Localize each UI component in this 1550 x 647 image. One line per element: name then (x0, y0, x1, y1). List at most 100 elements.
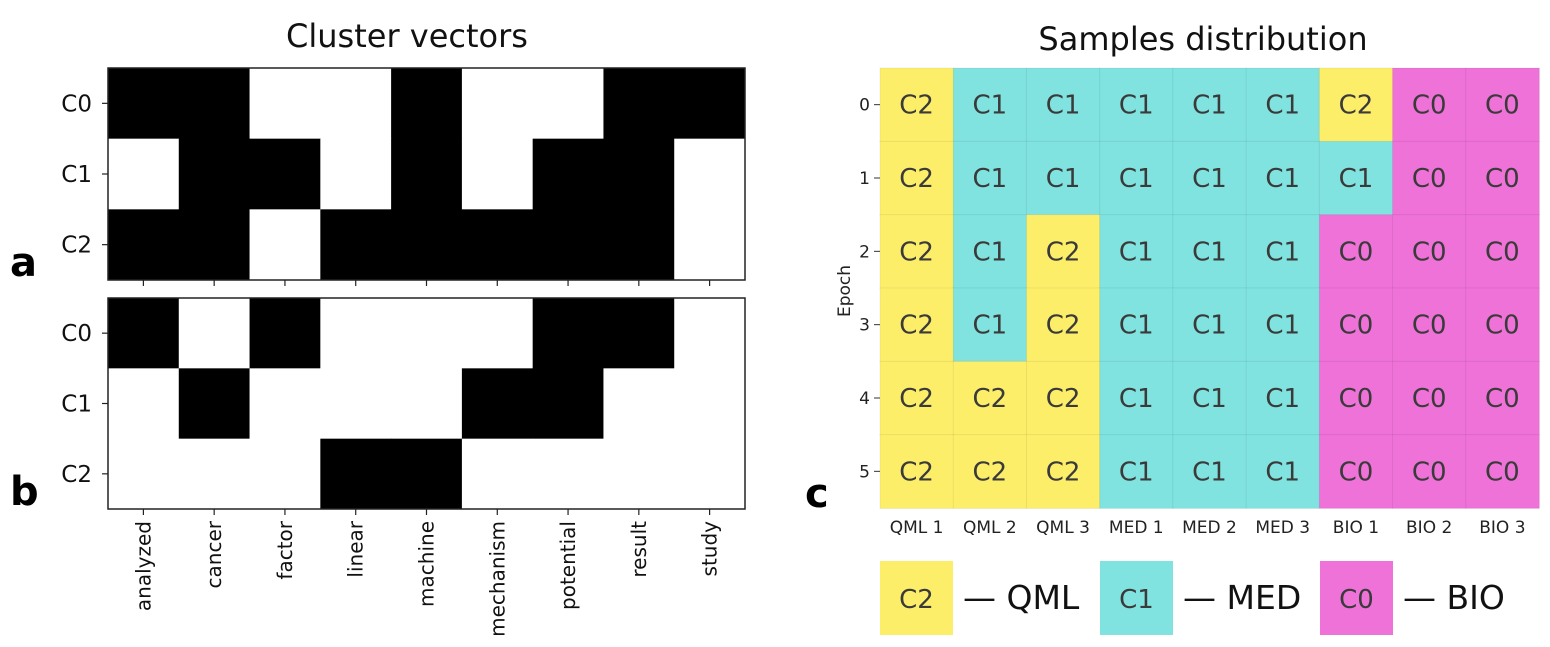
distribution-cell (1245, 360, 1321, 436)
heatmap-a-cell (108, 68, 180, 140)
x-tick-label-c: MED 1 (1109, 518, 1164, 538)
samples-distribution-heatmap: Samples distribution C2 C1 C1 C1 C1 C1 C2 C0 C0C… (805, 20, 1540, 635)
heatmap-a-cell (391, 209, 463, 281)
distribution-cell-label: C2 (899, 457, 934, 487)
panel-letter-c: c (805, 471, 829, 517)
distribution-cell (879, 214, 955, 289)
heatmap-b-cell (603, 438, 675, 510)
distribution-cell (1465, 360, 1540, 436)
legend-swatch-label: C0 (1339, 585, 1374, 615)
heatmap-a-cell (391, 138, 463, 210)
distribution-cell-label: C1 (1265, 384, 1300, 414)
heatmap-a-cell (320, 209, 392, 281)
distribution-cell-label: C2 (899, 311, 934, 341)
distribution-cell-label: C0 (1339, 457, 1374, 487)
heatmap-b-cell (532, 438, 604, 510)
distribution-cell (1099, 140, 1174, 216)
heatmap-a-cell (391, 68, 463, 140)
distribution-cell-label: C1 (1119, 237, 1154, 267)
x-tick-label-c: BIO 1 (1333, 518, 1379, 538)
distribution-cell-label: C1 (1339, 164, 1374, 194)
distribution-cell (1318, 360, 1394, 436)
x-tick-label-b: factor (273, 520, 297, 579)
distribution-cell (1172, 434, 1248, 509)
distribution-cell (1025, 287, 1101, 363)
distribution-cell-label: C2 (972, 384, 1007, 414)
distribution-cell-label: C1 (1192, 457, 1227, 487)
y-tick-label-b: C2 (61, 462, 92, 488)
heatmap-a-cell (461, 138, 534, 210)
legend-swatch-label: C1 (1119, 585, 1154, 615)
x-tick-label-b: analyzed (131, 521, 155, 611)
heatmap-b-cell (249, 298, 321, 369)
distribution-cell-label: C1 (1265, 164, 1300, 194)
heatmap-b-cell (532, 298, 604, 369)
distribution-cell-label: C1 (1119, 311, 1154, 341)
y-tick-label-c: 1 (859, 169, 870, 189)
heatmap-b-cell (461, 438, 534, 510)
distribution-cell (952, 214, 1028, 289)
heatmap-a-cell (320, 138, 392, 210)
distribution-cell-label: C1 (1265, 237, 1300, 267)
heatmap-b-cell (674, 298, 746, 369)
distribution-cell-label: C1 (1192, 91, 1227, 121)
distribution-cell-label: C2 (1339, 91, 1374, 121)
distribution-cell-label: C0 (1412, 91, 1447, 121)
heatmap-b-cell (603, 298, 675, 369)
distribution-cell-label: C2 (899, 164, 934, 194)
distribution-cell-label: C1 (972, 91, 1007, 121)
heatmap-a-cell (603, 138, 675, 210)
distribution-cell-label: C0 (1485, 164, 1520, 194)
distribution-cell-label: C0 (1485, 457, 1520, 487)
heatmap-b-cell (178, 298, 251, 369)
distribution-cell-label: C0 (1412, 237, 1447, 267)
distribution-cell-label: C2 (1046, 457, 1081, 487)
distribution-cell-label: C2 (899, 237, 934, 267)
distribution-cell (1392, 140, 1467, 216)
distribution-cell-label: C2 (1046, 311, 1081, 341)
heatmap-a-cell (178, 209, 251, 281)
distribution-cell (1099, 214, 1174, 289)
distribution-cell (1318, 287, 1394, 363)
legend-swatch (880, 561, 953, 635)
y-tick-label-a: C1 (61, 162, 92, 188)
distribution-cell-label: C2 (972, 457, 1007, 487)
distribution-cell-label: C1 (972, 237, 1007, 267)
x-tick-label-b: study (698, 521, 722, 577)
legend-swatch-label: C2 (899, 585, 934, 615)
legend-label: — QML (963, 578, 1080, 617)
y-tick-label-c: 3 (859, 316, 870, 336)
y-tick-label-c: 4 (859, 389, 870, 409)
heatmap-a-cell (674, 209, 746, 281)
distribution-cell (1392, 434, 1467, 509)
heatmap-b-cell (320, 298, 392, 369)
legend-swatch (1100, 561, 1173, 635)
distribution-cell-label: C0 (1485, 91, 1520, 121)
heatmap-b-cell (249, 368, 321, 440)
heatmap-b-cell (108, 368, 180, 440)
y-axis-label-c: Epoch (835, 265, 855, 317)
legend-label: — BIO (1403, 578, 1505, 617)
distribution-cell (1172, 67, 1248, 143)
distribution-cell-label: C0 (1412, 384, 1447, 414)
heatmap-a-cell (461, 209, 534, 281)
heatmap-a-cell (674, 68, 746, 140)
heatmap-b-cell (674, 368, 746, 440)
heatmap-b-cell (603, 368, 675, 440)
distribution-cell (1465, 67, 1540, 143)
distribution-cell-label: C0 (1485, 237, 1520, 267)
legend-label: — MED (1183, 578, 1301, 617)
distribution-cell (1099, 67, 1174, 143)
distribution-cell-label: C1 (1119, 384, 1154, 414)
heatmap-b-cell (108, 298, 180, 369)
x-tick-label-b: linear (344, 520, 368, 577)
heatmap-a-cell (532, 68, 604, 140)
distribution-cell-label: C0 (1485, 384, 1520, 414)
distribution-cell (1025, 434, 1101, 509)
y-tick-label-a: C2 (61, 233, 92, 259)
x-tick-label-c: MED 3 (1255, 518, 1310, 538)
distribution-cell (879, 140, 955, 216)
heatmap-a-cell (320, 68, 392, 140)
chart-title-a: Cluster vectors (286, 17, 528, 55)
distribution-cell-label: C2 (1046, 384, 1081, 414)
